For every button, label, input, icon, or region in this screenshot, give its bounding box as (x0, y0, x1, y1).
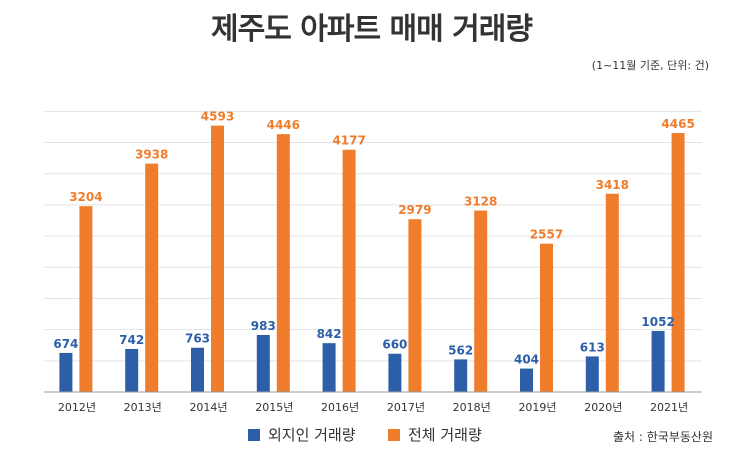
legend: 외지인 거래량 전체 거래량 (0, 424, 743, 448)
data-label-foreign-2: 763 (185, 332, 210, 346)
data-label-foreign-8: 613 (580, 340, 605, 354)
x-tick-label-3: 2015년 (255, 401, 293, 414)
data-label-foreign-1: 742 (119, 333, 144, 347)
bar-foreign-0 (59, 352, 73, 392)
data-label-foreign-4: 842 (317, 327, 342, 341)
data-label-total-2: 4593 (201, 110, 234, 124)
x-tick-label-9: 2021년 (650, 401, 688, 414)
x-tick-label-0: 2012년 (58, 401, 96, 414)
data-label-total-4: 4177 (332, 134, 365, 148)
bar-foreign-2 (191, 347, 204, 392)
x-tick-label-2: 2014년 (189, 401, 227, 414)
x-tick-label-4: 2016년 (321, 401, 359, 414)
data-label-foreign-0: 674 (53, 337, 78, 351)
source-note: 출처 : 한국부동산원 (613, 430, 713, 444)
legend-label-foreign: 외지인 거래량 (268, 426, 356, 444)
data-label-total-5: 2979 (398, 203, 431, 217)
data-label-total-1: 3938 (135, 148, 168, 162)
bar-foreign-5 (388, 353, 402, 392)
chart-title: 제주도 아파트 매매 거래량 (211, 12, 533, 47)
data-label-total-7: 2557 (530, 228, 563, 242)
bar-total-3 (276, 134, 290, 392)
bar-total-9 (671, 133, 685, 392)
data-label-foreign-9: 1052 (641, 315, 674, 329)
x-tick-label-5: 2017년 (387, 401, 425, 414)
x-tick-label-8: 2020년 (584, 401, 622, 414)
bars (59, 125, 685, 392)
data-label-foreign-7: 404 (514, 353, 539, 367)
legend-label-total: 전체 거래량 (408, 426, 482, 444)
bar-foreign-3 (256, 334, 270, 392)
bar-total-5 (408, 219, 422, 392)
x-tick-label-7: 2019년 (518, 401, 556, 414)
bar-foreign-6 (454, 359, 468, 392)
bar-total-4 (342, 149, 356, 392)
bar-total-1 (145, 163, 159, 392)
legend-swatch-total (388, 428, 400, 441)
bar-total-8 (605, 193, 619, 392)
bar-foreign-7 (520, 368, 533, 392)
bar-foreign-9 (651, 330, 665, 392)
bar-total-7 (540, 243, 553, 392)
data-label-foreign-5: 660 (382, 338, 407, 352)
data-label-foreign-3: 983 (251, 319, 276, 333)
bar-total-6 (474, 210, 488, 392)
legend-item-total: 전체 거래량 (388, 424, 482, 445)
x-tick-labels: 2012년 2013년 2014년 2015년 2016년 2017년 2018년 2019년… (58, 401, 688, 414)
data-label-total-9: 4465 (661, 117, 694, 131)
legend-swatch-foreign (248, 428, 260, 441)
unit-note: (1~11월 기준, 단위: 건) (591, 59, 709, 72)
bar-foreign-4 (322, 343, 336, 392)
bar-foreign-1 (125, 348, 139, 392)
data-label-total-0: 3204 (69, 190, 102, 204)
bar-total-0 (79, 206, 93, 392)
bar-total-2 (211, 125, 224, 392)
legend-item-foreign: 외지인 거래량 (248, 424, 356, 445)
data-label-foreign-6: 562 (448, 343, 473, 357)
data-label-total-8: 3418 (596, 178, 629, 192)
x-tick-label-1: 2013년 (124, 401, 162, 414)
data-label-total-6: 3128 (464, 195, 497, 209)
bar-foreign-8 (585, 356, 599, 392)
data-labels: 674 3204 742 3938 763 4593 983 4446 842 4177 660 29… (53, 110, 694, 367)
x-tick-label-6: 2018년 (453, 401, 491, 414)
data-label-total-3: 4446 (267, 118, 300, 132)
